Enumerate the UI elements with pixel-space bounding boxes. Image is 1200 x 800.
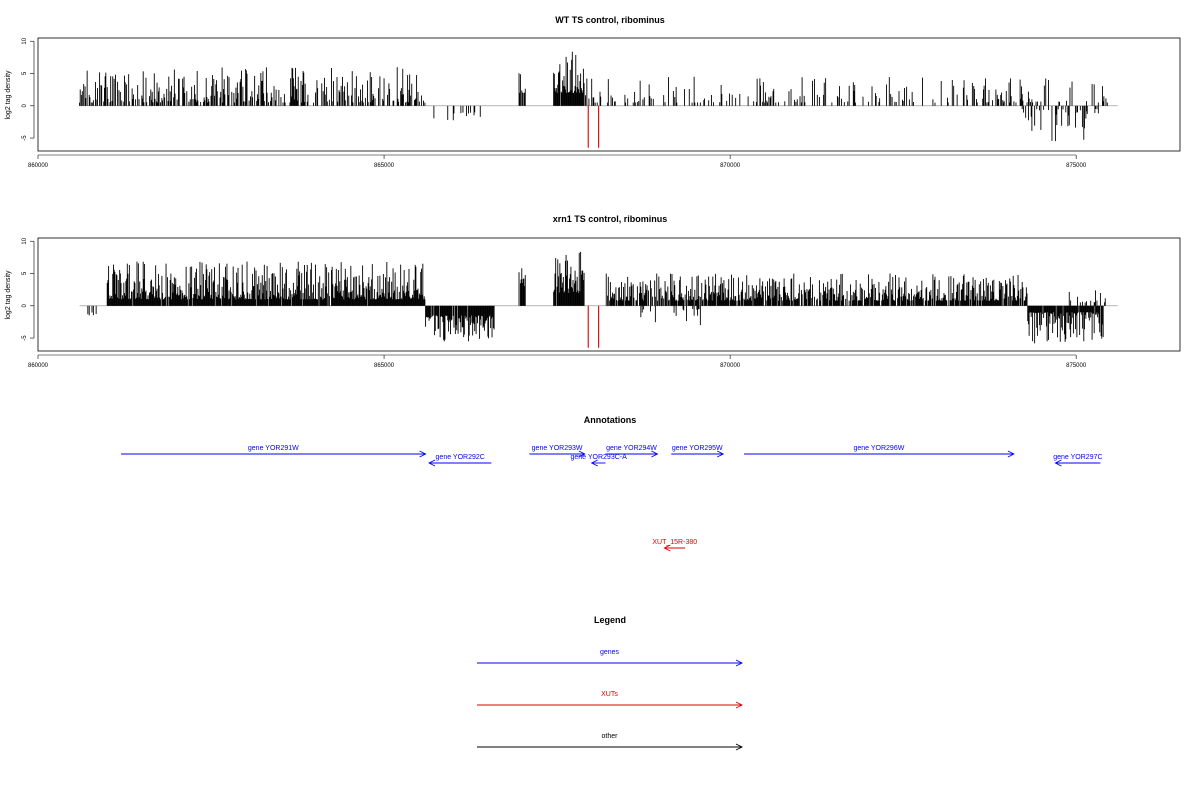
feature-label: XUT_15R-380 [652, 539, 697, 546]
feature-arrowhead [651, 450, 659, 458]
panel-title: xrn1 TS control, ribominus [553, 214, 668, 224]
legend-item-genes: genes [477, 649, 744, 667]
axes: 860000 865000 870000 875000 -5 0 5 10 [22, 37, 1087, 169]
legend-arrowhead [735, 701, 744, 709]
feature-gene-yor297c: gene YOR297C [1053, 454, 1103, 467]
feature-gene-yor291w: gene YOR291W [121, 445, 427, 458]
feature-arrows: gene YOR291W gene YOR292C gene YOR293W gene… [121, 445, 1103, 552]
x-tick-label: 870000 [720, 363, 741, 369]
feature-label: gene YOR294W [606, 445, 657, 452]
feature-arrowhead [663, 544, 671, 552]
y-axis-label: log2 tag density [5, 270, 12, 320]
feature-arrowhead [578, 450, 586, 458]
feature-gene-yor296w: gene YOR296W [743, 445, 1015, 458]
y-tick-label: 5 [22, 271, 28, 275]
y-axis-label: log2 tag density [5, 70, 12, 120]
feature-gene-yor292c: gene YOR292C [428, 454, 492, 467]
legend-item-xuts: XUTs [477, 691, 744, 709]
density-bars [79, 51, 1118, 148]
legend-label: genes [600, 649, 620, 656]
xrn1-density-panel: xrn1 TS control, ribominus log2 tag dens… [5, 214, 1181, 369]
x-tick-label: 875000 [1066, 363, 1087, 369]
feature-xut_15r-380: XUT_15R-380 [652, 539, 697, 552]
plot-frame [37, 37, 1181, 152]
y-tick-label: 10 [22, 237, 28, 244]
y-tick-label: -5 [22, 135, 28, 141]
feature-label: gene YOR295W [672, 445, 723, 452]
legend-item-other: other [477, 733, 744, 751]
feature-arrowhead [1054, 459, 1062, 467]
y-tick-label: 0 [22, 303, 28, 307]
legend-arrowhead [735, 743, 744, 751]
legend-items: genes XUTs other [477, 649, 744, 751]
x-tick-label: 860000 [28, 163, 49, 169]
legend-label: XUTs [601, 691, 618, 698]
legend-arrowhead [735, 659, 744, 667]
x-tick-label: 865000 [374, 163, 395, 169]
y-tick-label: 5 [22, 71, 28, 75]
legend-label: other [602, 733, 619, 740]
plot-frame [37, 237, 1181, 352]
feature-label: gene YOR293W [532, 445, 583, 452]
feature-arrowhead [590, 459, 598, 467]
x-tick-label: 870000 [720, 163, 741, 169]
feature-gene-yor295w: gene YOR295W [671, 445, 725, 458]
y-tick-label: -5 [22, 335, 28, 341]
feature-arrowhead [1007, 450, 1015, 458]
feature-label: gene YOR297C [1053, 454, 1102, 461]
feature-gene-yor293c-a: gene YOR293C-A [570, 454, 627, 467]
feature-gene-yor294w: gene YOR294W [605, 445, 659, 458]
y-tick-label: 0 [22, 103, 28, 107]
axes: 860000 865000 870000 875000 -5 0 5 10 [22, 237, 1087, 369]
x-tick-label: 875000 [1066, 163, 1087, 169]
feature-label: gene YOR293C-A [570, 454, 627, 461]
x-tick-label: 865000 [374, 363, 395, 369]
feature-arrowhead [428, 459, 436, 467]
legend: Legend genes XUTs other [477, 615, 744, 751]
feature-gene-yor293w: gene YOR293W [529, 445, 586, 458]
annotations-title: Annotations [584, 415, 637, 425]
y-tick-label: 10 [22, 37, 28, 44]
feature-label: gene YOR296W [853, 445, 904, 452]
feature-label: gene YOR292C [436, 454, 485, 461]
feature-arrowhead [419, 450, 427, 458]
feature-arrowhead [716, 450, 725, 458]
feature-label: gene YOR291W [248, 445, 299, 452]
legend-title: Legend [594, 615, 626, 625]
panel-title: WT TS control, ribominus [555, 15, 665, 25]
x-tick-label: 860000 [28, 363, 49, 369]
wt-density-panel: WT TS control, ribominus log2 tag densit… [5, 15, 1181, 169]
density-bars [79, 251, 1118, 348]
